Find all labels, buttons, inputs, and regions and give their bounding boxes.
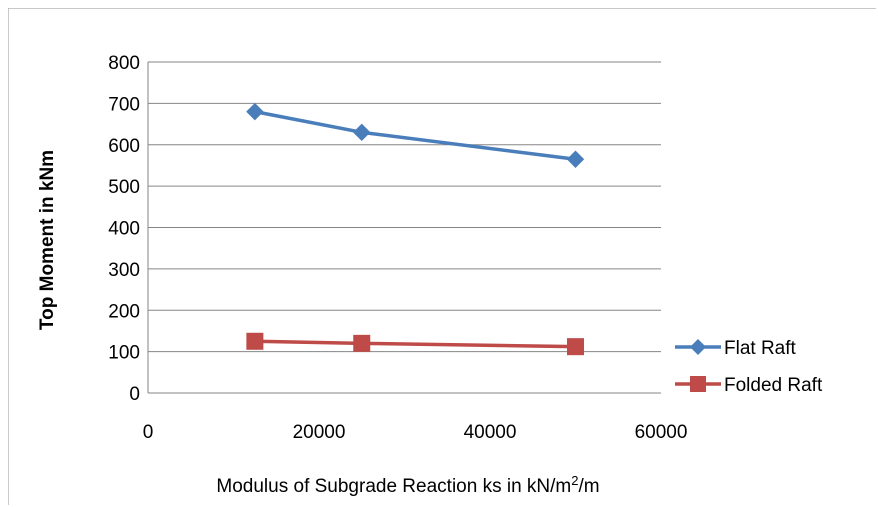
chart-border [8,8,876,505]
series-line-folded-raft [254,339,576,349]
x-tick-0: 0 [143,422,154,443]
y-tick-100: 100 [108,343,140,364]
legend: Flat Raft Folded Raft [675,338,823,396]
y-tick-600: 600 [108,136,140,157]
y-tick-300: 300 [108,260,140,281]
chart-frame: 0 100 200 300 400 500 600 700 800 0 20000 40000 600… [8,8,876,505]
y-tick-400: 400 [108,219,140,240]
x-tick-40000: 40000 [464,422,517,443]
y-tick-800: 800 [108,53,140,74]
x-tick-labels: 0 20000 40000 60000 [143,422,688,443]
legend-marker-flat-raft [690,339,706,355]
point-folded-raft-0 [246,332,264,350]
x-tick-60000: 60000 [635,422,688,443]
y-axis-title: Top Moment in kNm [37,150,58,330]
y-tick-0: 0 [129,384,140,405]
line-chart: 0 100 200 300 400 500 600 700 800 0 20000 40000 600… [8,8,876,505]
legend-label-flat-raft: Flat Raft [724,338,797,359]
point-folded-raft-1 [353,334,371,352]
gridlines [147,61,661,394]
series-group [246,102,585,356]
series-line-flat-raft [254,109,576,161]
y-tick-200: 200 [108,301,140,322]
point-folded-raft-2 [567,338,584,356]
point-flat-raft-0 [246,102,264,121]
point-flat-raft-1 [353,123,371,142]
legend-marker-folded-raft [690,376,706,392]
point-flat-raft-2 [566,150,585,168]
y-tick-labels: 0 100 200 300 400 500 600 700 800 [108,53,140,405]
legend-label-folded-raft: Folded Raft [724,375,823,396]
y-tick-500: 500 [108,177,140,198]
x-axis-title: Modulus of Subgrade Reaction ks in kN/m2… [216,473,599,497]
y-tick-700: 700 [108,94,140,115]
x-tick-20000: 20000 [293,422,346,443]
